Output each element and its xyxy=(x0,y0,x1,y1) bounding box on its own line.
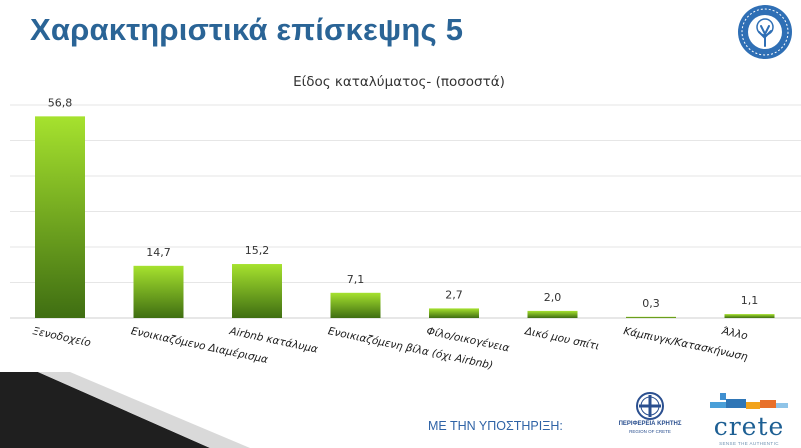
bar xyxy=(35,116,85,318)
bar xyxy=(330,292,381,318)
data-label: 56,8 xyxy=(48,96,73,109)
emblem-logo-icon xyxy=(738,5,792,59)
crete-logo-word: crete xyxy=(713,412,785,441)
category-label: Ενοικιαζόμενη βίλα (όχι Airbnb) xyxy=(327,325,494,372)
bar xyxy=(724,314,775,318)
bar xyxy=(429,308,479,318)
data-label: 2,0 xyxy=(544,291,562,304)
bar xyxy=(133,265,184,318)
bar xyxy=(232,264,282,318)
crete-brand-logo: crete SENSE THE AUTHENTIC xyxy=(700,390,796,448)
region-logo-subtext: REGION OF CRETE xyxy=(629,429,671,434)
region-crest-icon xyxy=(636,392,664,420)
data-label: 15,2 xyxy=(245,244,270,257)
slide-title: Χαρακτηριστικά επίσκεψης 5 xyxy=(30,12,464,47)
data-label: 14,7 xyxy=(146,246,171,259)
decorative-ribbon xyxy=(0,372,250,448)
region-of-crete-logo: ΠΕΡΙΦΕΡΕΙΑ ΚΡΗΤΗΣ REGION OF CRETE xyxy=(611,391,689,447)
chart-title: Είδος καταλύματος- (ποσοστά) xyxy=(293,74,505,90)
bar xyxy=(626,316,676,318)
category-label: Ξενοδοχείο xyxy=(31,325,92,349)
category-label: Άλλο xyxy=(720,325,749,342)
category-label: Δικό μου σπίτι xyxy=(523,325,600,353)
data-label: 2,7 xyxy=(445,288,463,301)
crete-logo-tagline: SENSE THE AUTHENTIC xyxy=(719,441,779,446)
crete-island-icon xyxy=(710,393,788,409)
support-label: ΜΕ ΤΗΝ ΥΠΟΣΤΗΡΙΞΗ: xyxy=(428,419,563,433)
data-label: 7,1 xyxy=(347,273,365,286)
data-label: 0,3 xyxy=(642,297,660,310)
data-label: 1,1 xyxy=(741,294,759,307)
region-logo-text: ΠΕΡΙΦΕΡΕΙΑ ΚΡΗΤΗΣ xyxy=(618,421,682,427)
bar xyxy=(527,310,578,318)
